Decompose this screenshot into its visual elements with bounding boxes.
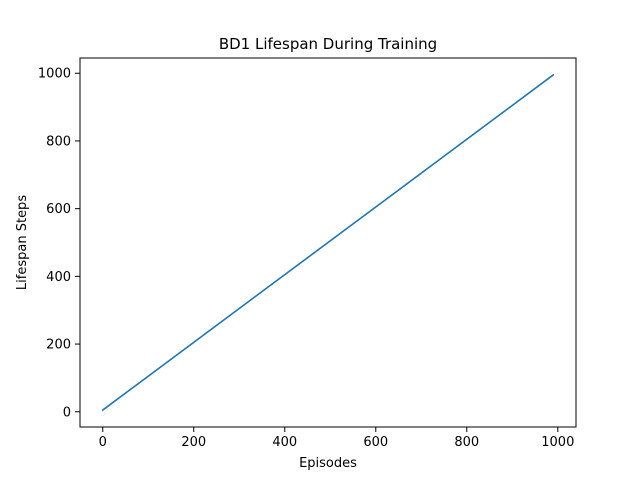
x-tick-label: 800 [454,435,479,450]
y-tick-label: 400 [46,270,71,285]
y-tick-label: 0 [63,405,71,420]
x-tick-label: 600 [363,435,388,450]
plot-frame [79,57,577,428]
chart-title: BD1 Lifespan During Training [219,35,437,53]
x-axis-label: Episodes [299,456,357,471]
y-tick-label: 600 [46,202,71,217]
plot-series [101,73,555,412]
x-tick-label: 1000 [541,435,574,450]
y-axis-ticks: 0 200 400 600 800 1000 [38,67,80,420]
x-axis-ticks: 0 200 400 600 800 1000 [99,427,574,450]
y-tick-label: 800 [46,134,71,149]
x-tick-label: 400 [272,435,297,450]
y-tick-label: 1000 [38,67,71,82]
y-tick-label: 200 [46,338,71,353]
x-tick-label: 0 [99,435,107,450]
y-axis-label: Lifespan Steps [15,195,30,290]
series-line-lifespan [101,73,555,412]
x-tick-label: 200 [181,435,206,450]
